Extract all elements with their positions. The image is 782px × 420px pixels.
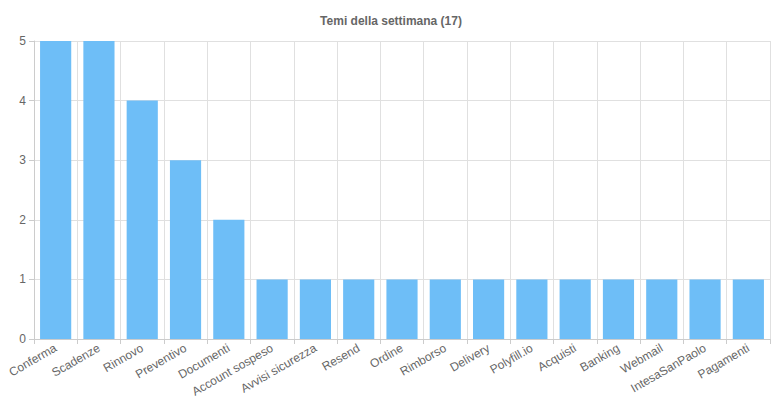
svg-text:IntesaSanPaolo: IntesaSanPaolo [628,340,709,396]
svg-text:Pagamenti: Pagamenti [695,341,752,382]
svg-text:Avvisi sicurezza: Avvisi sicurezza [238,341,319,396]
svg-text:Banking: Banking [577,341,622,375]
svg-text:Conferma: Conferma [7,341,60,380]
svg-text:Polyfill.io: Polyfill.io [487,341,535,377]
svg-text:0: 0 [19,332,26,346]
svg-text:Acquisti: Acquisti [535,341,578,374]
svg-text:Ordine: Ordine [367,340,406,372]
svg-text:Resend: Resend [319,341,362,374]
svg-text:Rinnovo: Rinnovo [100,340,146,376]
svg-text:Account sospeso: Account sospeso [189,340,276,399]
svg-text:Temi della settimana (17): Temi della settimana (17) [320,14,462,28]
svg-text:Delivery: Delivery [448,341,492,375]
svg-text:Documenti: Documenti [175,340,233,382]
svg-text:4: 4 [19,94,26,108]
svg-text:3: 3 [19,153,26,167]
svg-text:1: 1 [19,272,26,286]
svg-text:Rimborso: Rimborso [397,341,449,379]
svg-text:5: 5 [19,34,26,48]
svg-text:Preventivo: Preventivo [133,340,189,382]
svg-text:2: 2 [19,213,26,227]
svg-text:Webmail: Webmail [618,340,666,377]
svg-text:Scadenze: Scadenze [49,341,102,380]
